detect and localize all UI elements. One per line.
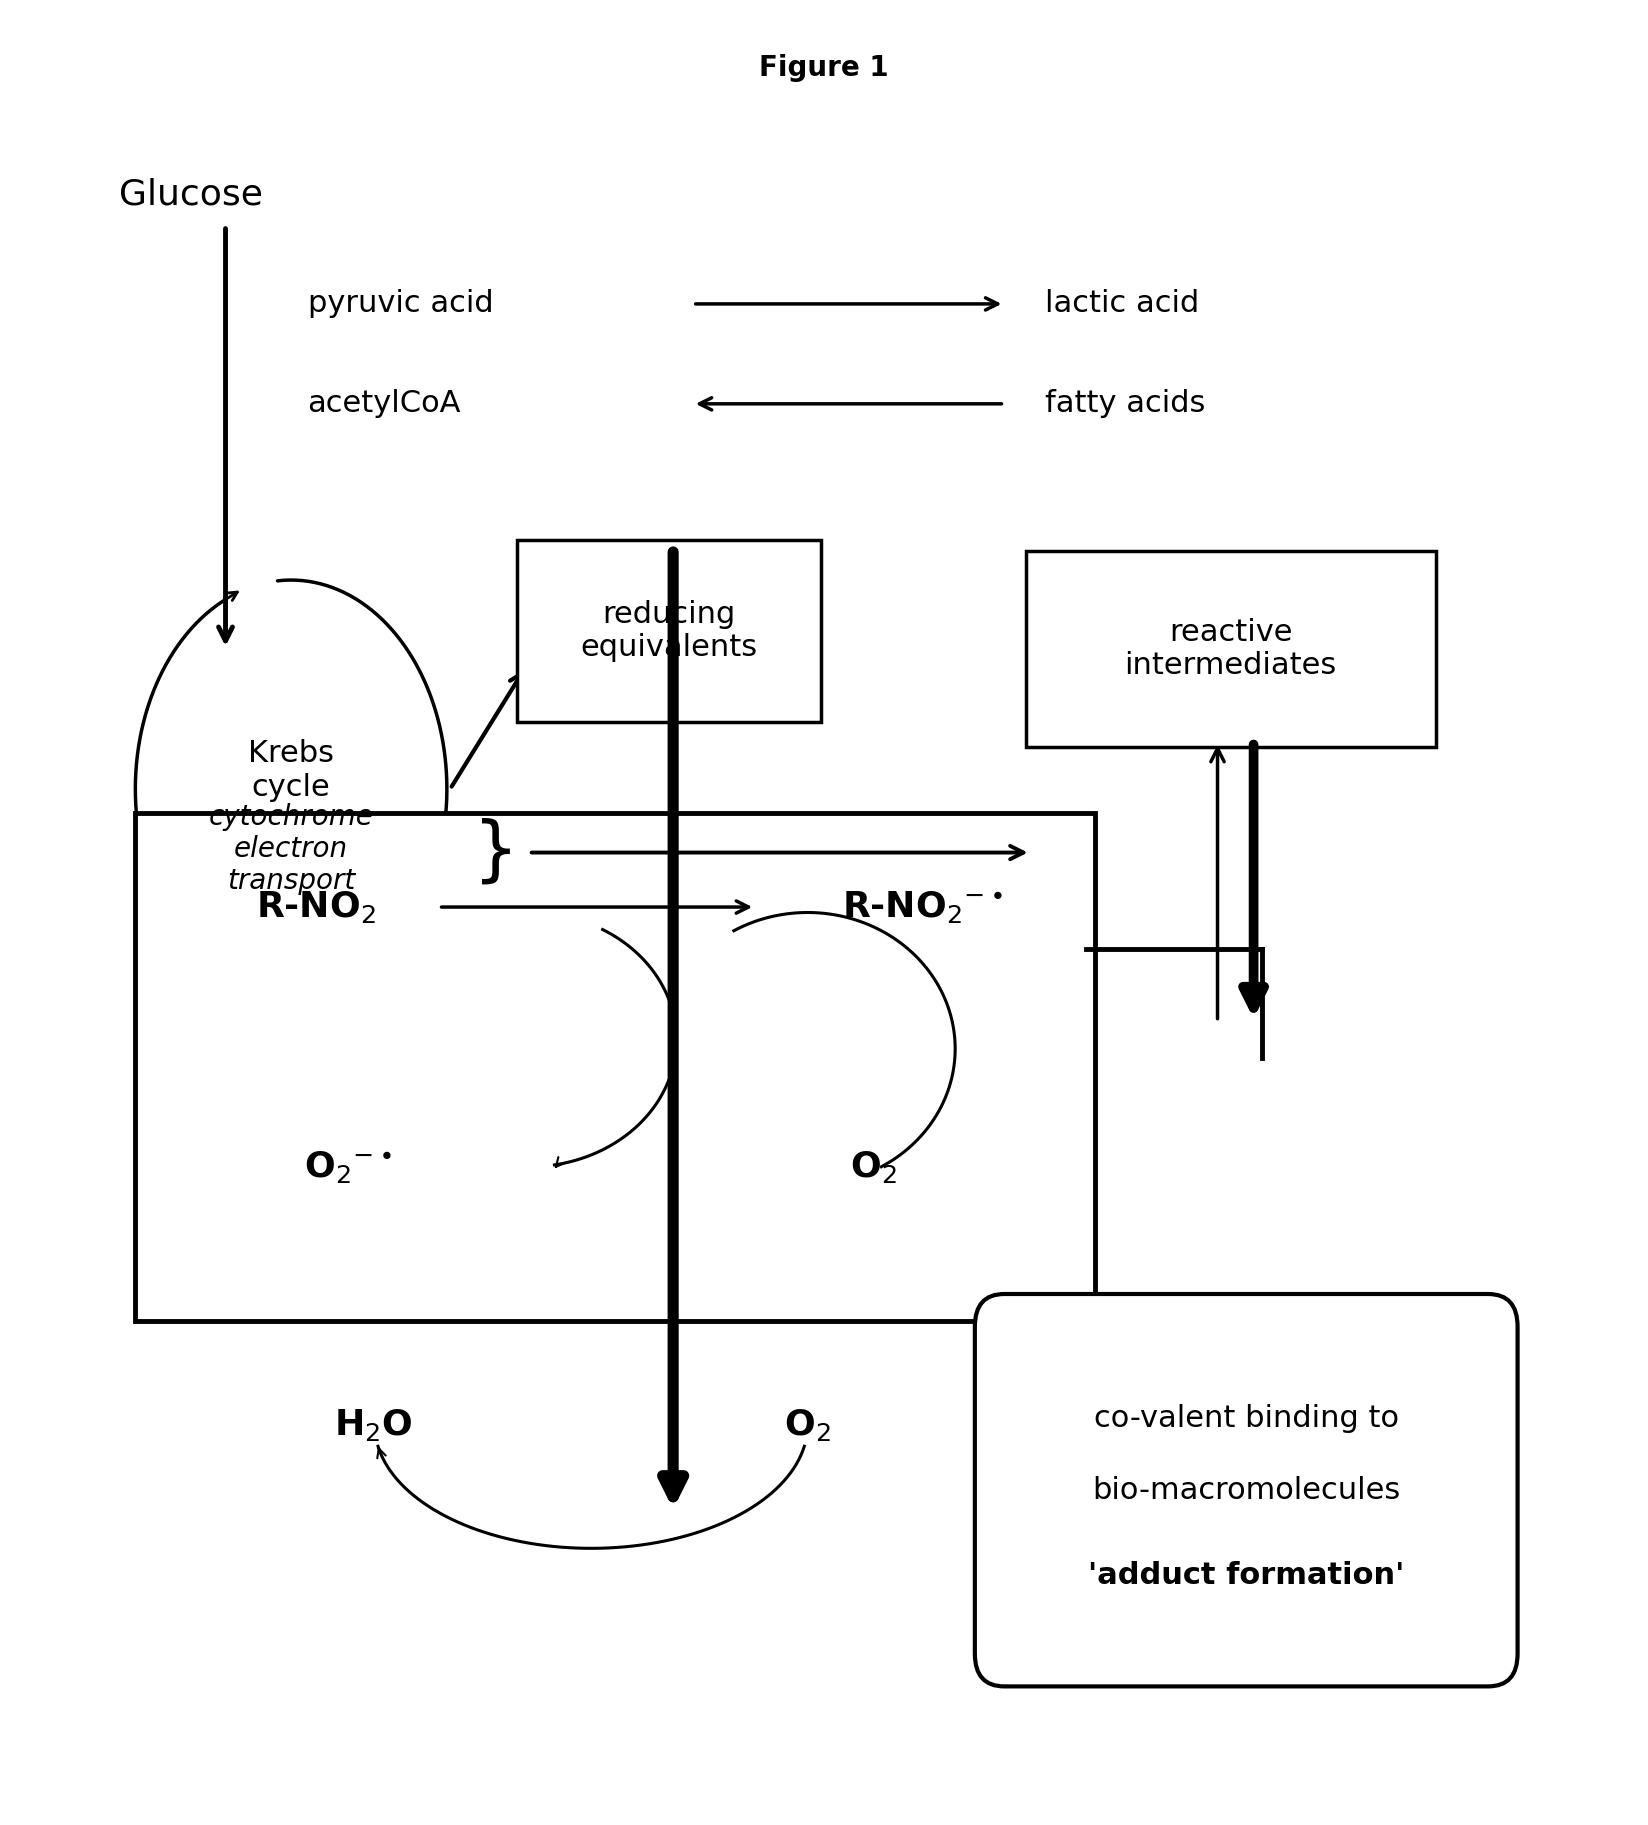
Text: lactic acid: lactic acid	[1045, 290, 1200, 318]
Text: cytochrome
electron
transport: cytochrome electron transport	[209, 803, 374, 896]
Text: Glucose: Glucose	[119, 177, 262, 212]
FancyBboxPatch shape	[976, 1294, 1518, 1686]
FancyBboxPatch shape	[1025, 551, 1435, 746]
Text: reactive
intermediates: reactive intermediates	[1124, 619, 1337, 681]
Text: acetylCoA: acetylCoA	[308, 389, 461, 418]
Text: fatty acids: fatty acids	[1045, 389, 1206, 418]
Text: O$_2$$^{-\bullet}$: O$_2$$^{-\bullet}$	[305, 1148, 392, 1184]
Text: Figure 1: Figure 1	[760, 53, 888, 82]
Text: R-NO$_2$$^{-\bullet}$: R-NO$_2$$^{-\bullet}$	[842, 889, 1004, 925]
Text: }: }	[473, 818, 519, 887]
Text: co-valent binding to: co-valent binding to	[1094, 1403, 1399, 1433]
Text: pyruvic acid: pyruvic acid	[308, 290, 493, 318]
Text: bio-macromolecules: bio-macromolecules	[1093, 1476, 1401, 1504]
Text: H$_2$O: H$_2$O	[335, 1407, 412, 1444]
Text: reducing
equivalents: reducing equivalents	[580, 600, 758, 662]
Text: R-NO$_2$: R-NO$_2$	[255, 889, 376, 925]
Text: Krebs
cycle: Krebs cycle	[249, 739, 335, 803]
FancyBboxPatch shape	[135, 812, 1094, 1321]
Text: O$_2$: O$_2$	[784, 1407, 831, 1444]
Text: O$_2$: O$_2$	[850, 1148, 897, 1184]
Text: 'adduct formation': 'adduct formation'	[1088, 1560, 1404, 1590]
FancyBboxPatch shape	[517, 540, 821, 721]
